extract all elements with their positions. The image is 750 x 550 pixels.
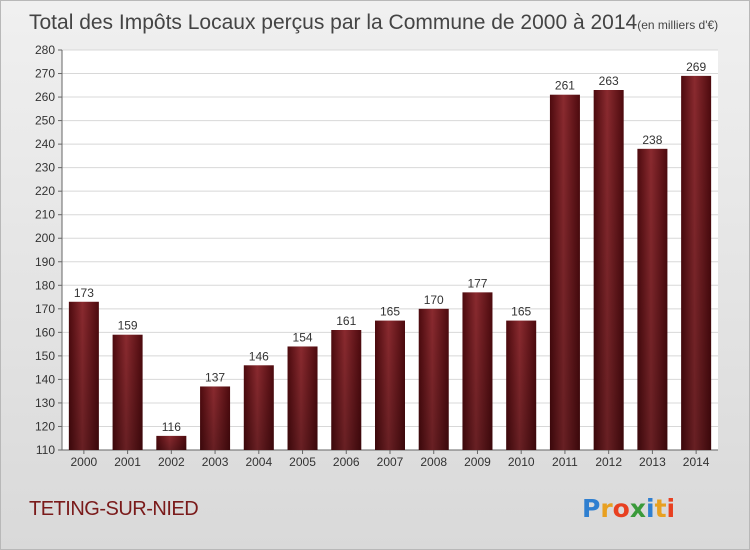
data-label: 159 [118, 319, 138, 333]
y-tick-label: 150 [35, 349, 55, 363]
data-label: 261 [555, 79, 575, 93]
x-tick-label: 2000 [71, 455, 98, 469]
x-tick-label: 2008 [420, 455, 447, 469]
data-label: 154 [293, 330, 313, 344]
data-label: 269 [686, 60, 706, 74]
bar-shade [331, 330, 362, 450]
brand-letter: o [613, 494, 630, 523]
y-tick-label: 170 [35, 302, 55, 316]
y-tick-label: 280 [35, 43, 55, 57]
bar-shade [156, 435, 187, 450]
brand-letter: P [582, 494, 600, 523]
data-labels: 173 159 116 137 146 154 161 165 170 177 165 261 263 2… [74, 60, 707, 434]
x-tick-label: 2006 [333, 455, 360, 469]
y-tick-label: 180 [35, 278, 55, 292]
y-tick-label: 130 [35, 396, 55, 410]
x-tick-label: 2013 [639, 455, 666, 469]
data-label: 116 [162, 420, 181, 434]
x-tick-label: 2010 [508, 455, 535, 469]
x-tick-label: 2005 [289, 455, 316, 469]
y-tick-label: 230 [35, 161, 55, 175]
bar-shade [593, 90, 624, 450]
y-tick-label: 270 [35, 67, 55, 81]
bar-shade [418, 308, 449, 450]
data-label: 146 [249, 349, 269, 363]
data-label: 170 [424, 293, 444, 307]
x-tick-label: 2001 [114, 455, 141, 469]
bar-shade [637, 148, 668, 450]
data-label: 137 [205, 370, 225, 384]
bar-shade [200, 386, 231, 450]
y-tick-label: 110 [36, 443, 55, 457]
bar-shade [375, 320, 405, 450]
brand-letter: r [600, 494, 613, 523]
data-label: 177 [467, 276, 487, 290]
y-tick-label: 200 [35, 231, 55, 245]
bar-shade [243, 365, 274, 450]
y-tick-label: 240 [35, 137, 55, 151]
brand-letter: x [630, 494, 646, 523]
brand-letter: i [646, 494, 655, 523]
proxiti-logo: Proxiti [582, 494, 675, 523]
bar-shade [506, 320, 537, 450]
y-tick-label: 140 [35, 372, 55, 386]
data-label: 165 [380, 305, 400, 319]
data-label: 263 [599, 74, 619, 88]
x-tick-label: 2004 [245, 455, 272, 469]
bar-shade [68, 301, 99, 450]
y-tick-label: 160 [35, 325, 55, 339]
bar-shade [549, 94, 580, 451]
y-tick-label: 210 [35, 208, 55, 222]
x-axis: 2000 2001 2002 2003 2004 2005 2006 2007 2008 2009… [71, 450, 710, 469]
data-label: 238 [642, 133, 662, 147]
data-label: 161 [336, 314, 356, 328]
data-label: 173 [74, 286, 94, 300]
x-tick-label: 2009 [464, 455, 491, 469]
x-tick-label: 2011 [552, 455, 578, 469]
y-tick-label: 120 [35, 419, 55, 433]
chart-subtitle: (en milliers d'€) [637, 18, 718, 32]
bar-shade [112, 334, 143, 450]
x-tick-label: 2014 [683, 455, 710, 469]
x-tick-label: 2007 [377, 455, 404, 469]
x-tick-label: 2003 [202, 455, 229, 469]
y-tick-label: 250 [35, 114, 55, 128]
bars [68, 75, 712, 451]
brand-letter: t [655, 494, 667, 523]
commune-name: TETING-SUR-NIED [29, 498, 198, 520]
data-label: 165 [511, 305, 531, 319]
x-tick-label: 2012 [595, 455, 622, 469]
brand-letter: i [667, 494, 676, 523]
bar-shade [287, 346, 318, 450]
bar-shade [462, 292, 493, 450]
chart-title: Total des Impôts Locaux perçus par la Co… [29, 11, 718, 34]
y-tick-label: 220 [35, 184, 55, 198]
brand-name: Proxiti [582, 494, 675, 523]
y-tick-label: 260 [35, 90, 55, 104]
x-tick-label: 2002 [158, 455, 185, 469]
y-tick-label: 190 [35, 255, 55, 269]
bar-shade [681, 75, 712, 450]
